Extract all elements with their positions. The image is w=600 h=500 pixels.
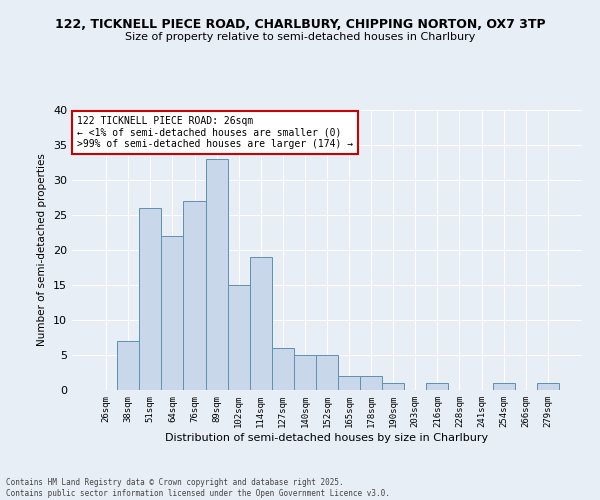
Text: 122, TICKNELL PIECE ROAD, CHARLBURY, CHIPPING NORTON, OX7 3TP: 122, TICKNELL PIECE ROAD, CHARLBURY, CHI… <box>55 18 545 30</box>
Y-axis label: Number of semi-detached properties: Number of semi-detached properties <box>37 154 47 346</box>
Bar <box>537 383 559 390</box>
Bar <box>294 355 316 390</box>
Bar <box>161 236 184 390</box>
Bar <box>206 159 227 390</box>
Bar <box>139 208 161 390</box>
Bar <box>250 257 272 390</box>
Bar <box>117 341 139 390</box>
Text: Contains HM Land Registry data © Crown copyright and database right 2025.
Contai: Contains HM Land Registry data © Crown c… <box>6 478 390 498</box>
Bar <box>272 348 294 390</box>
Bar <box>360 376 382 390</box>
X-axis label: Distribution of semi-detached houses by size in Charlbury: Distribution of semi-detached houses by … <box>166 432 488 442</box>
Bar <box>338 376 360 390</box>
Bar <box>382 383 404 390</box>
Bar <box>493 383 515 390</box>
Bar <box>184 201 206 390</box>
Bar <box>427 383 448 390</box>
Bar <box>227 285 250 390</box>
Text: 122 TICKNELL PIECE ROAD: 26sqm
← <1% of semi-detached houses are smaller (0)
>99: 122 TICKNELL PIECE ROAD: 26sqm ← <1% of … <box>77 116 353 149</box>
Bar <box>316 355 338 390</box>
Text: Size of property relative to semi-detached houses in Charlbury: Size of property relative to semi-detach… <box>125 32 475 42</box>
